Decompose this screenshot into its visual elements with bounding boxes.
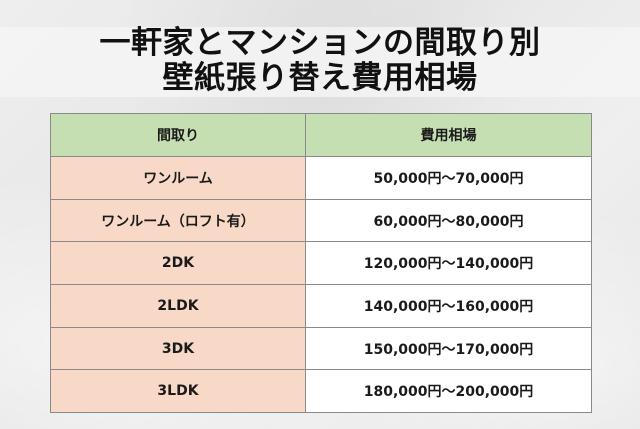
price-cell: 150,000円～170,000円 <box>305 326 592 371</box>
table-header-row: 間取り 費用相場 <box>50 113 592 157</box>
price-table: 間取り 費用相場 ワンルーム 50,000円～70,000円 ワンルーム（ロフト… <box>50 113 592 414</box>
table-row: ワンルーム 50,000円～70,000円 <box>50 156 592 200</box>
price-cell: 120,000円～140,000円 <box>305 241 592 286</box>
table-row: ワンルーム（ロフト有） 60,000円～80,000円 <box>50 198 592 243</box>
table-row: 2DK 120,000円～140,000円 <box>50 241 592 286</box>
table-row: 3LDK 180,000円～200,000円 <box>50 369 592 414</box>
layout-cell: ワンルーム（ロフト有） <box>50 198 306 243</box>
title-line-2: 壁紙張り替え費用相場 <box>162 60 478 96</box>
header-price: 費用相場 <box>305 113 592 157</box>
title-line-1: 一軒家とマンションの間取り別 <box>99 25 541 61</box>
page-title: 一軒家とマンションの間取り別 壁紙張り替え費用相場 <box>0 26 640 96</box>
header-layout: 間取り <box>50 113 306 157</box>
table-row: 3DK 150,000円～170,000円 <box>50 326 592 371</box>
layout-cell: 3DK <box>50 326 306 371</box>
price-cell: 140,000円～160,000円 <box>305 284 592 328</box>
table-row: 2LDK 140,000円～160,000円 <box>50 284 592 328</box>
price-cell: 180,000円～200,000円 <box>305 369 592 414</box>
price-cell: 50,000円～70,000円 <box>305 156 592 200</box>
layout-cell: 2LDK <box>50 284 306 328</box>
layout-cell: ワンルーム <box>50 156 306 200</box>
layout-cell: 2DK <box>50 241 306 286</box>
layout-cell: 3LDK <box>50 369 306 414</box>
price-cell: 60,000円～80,000円 <box>305 198 592 243</box>
title-band <box>0 27 640 97</box>
